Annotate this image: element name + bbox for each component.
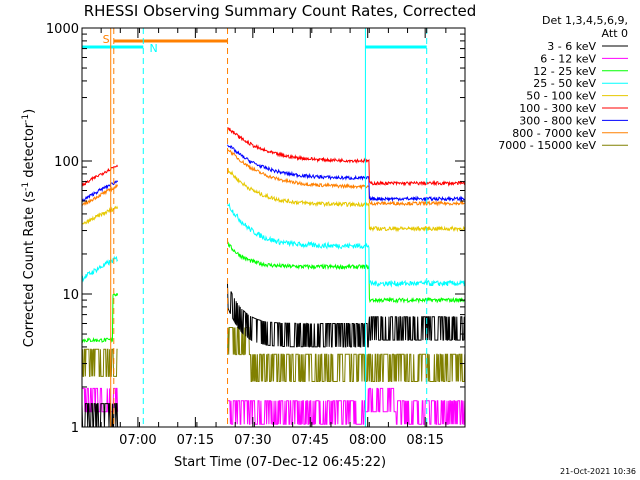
series-layer (81, 126, 466, 428)
chart-title: RHESSI Observing Summary Count Rates, Co… (84, 2, 477, 20)
saa-label: S (103, 33, 110, 46)
series-line (227, 387, 466, 425)
night-label: N (150, 42, 158, 55)
x-tick-label: 08:15 (406, 433, 443, 448)
marker-layer: SN (82, 28, 428, 427)
legend-entry-label: 25 - 50 keV (533, 77, 596, 90)
series-line (81, 180, 119, 202)
x-tick-label: 08:00 (349, 433, 386, 448)
series-line (227, 283, 466, 348)
y-tick-label: 1000 (46, 22, 79, 37)
series-line (227, 241, 466, 304)
legend-header: Att 0 (602, 27, 628, 40)
series-line (82, 387, 119, 413)
series-line (81, 164, 119, 188)
x-axis-label: Start Time (07-Dec-12 06:45:22) (174, 455, 386, 470)
series-line (81, 183, 119, 206)
series-line (227, 149, 465, 207)
legend-entry-label: 100 - 300 keV (519, 102, 596, 115)
series-line (81, 255, 119, 283)
y-tick-label: 10 (62, 288, 79, 303)
series-line (81, 205, 119, 225)
y-tick-label: 100 (54, 155, 79, 170)
series-line (81, 292, 119, 343)
y-axis: 1 10 100 1000 (46, 22, 465, 436)
legend-entry-label: 50 - 100 keV (526, 90, 596, 103)
x-tick-label: 07:30 (234, 433, 271, 448)
y-tick-label: 1 (71, 421, 79, 436)
x-tick-label: 07:45 (292, 433, 329, 448)
x-axis: 07:00 07:15 07:30 07:45 08:00 08:15 (81, 28, 466, 448)
y-axis-label: Corrected Count Rate (s-1 detector-1) (21, 109, 37, 347)
series-line (227, 144, 465, 203)
legend-entry-label: 12 - 25 keV (533, 65, 596, 78)
legend-entry-label: 7000 - 15000 keV (498, 139, 596, 152)
legend-entry-label: 3 - 6 keV (547, 40, 596, 53)
legend-header: Det 1,3,4,5,6,9, (542, 14, 628, 27)
x-tick-label: 07:00 (119, 433, 156, 448)
series-line (227, 167, 466, 233)
legend-entry-label: 300 - 800 keV (519, 114, 596, 127)
x-tick-label: 07:15 (177, 433, 214, 448)
legend-entry-label: 800 - 7000 keV (512, 127, 596, 140)
series-line (227, 202, 466, 288)
series-line (227, 126, 466, 187)
legend-entry-label: 6 - 12 keV (540, 52, 596, 65)
series-line (227, 327, 466, 382)
timestamp: 21-Oct-2021 10:36 (560, 467, 636, 476)
series-line (81, 348, 118, 377)
